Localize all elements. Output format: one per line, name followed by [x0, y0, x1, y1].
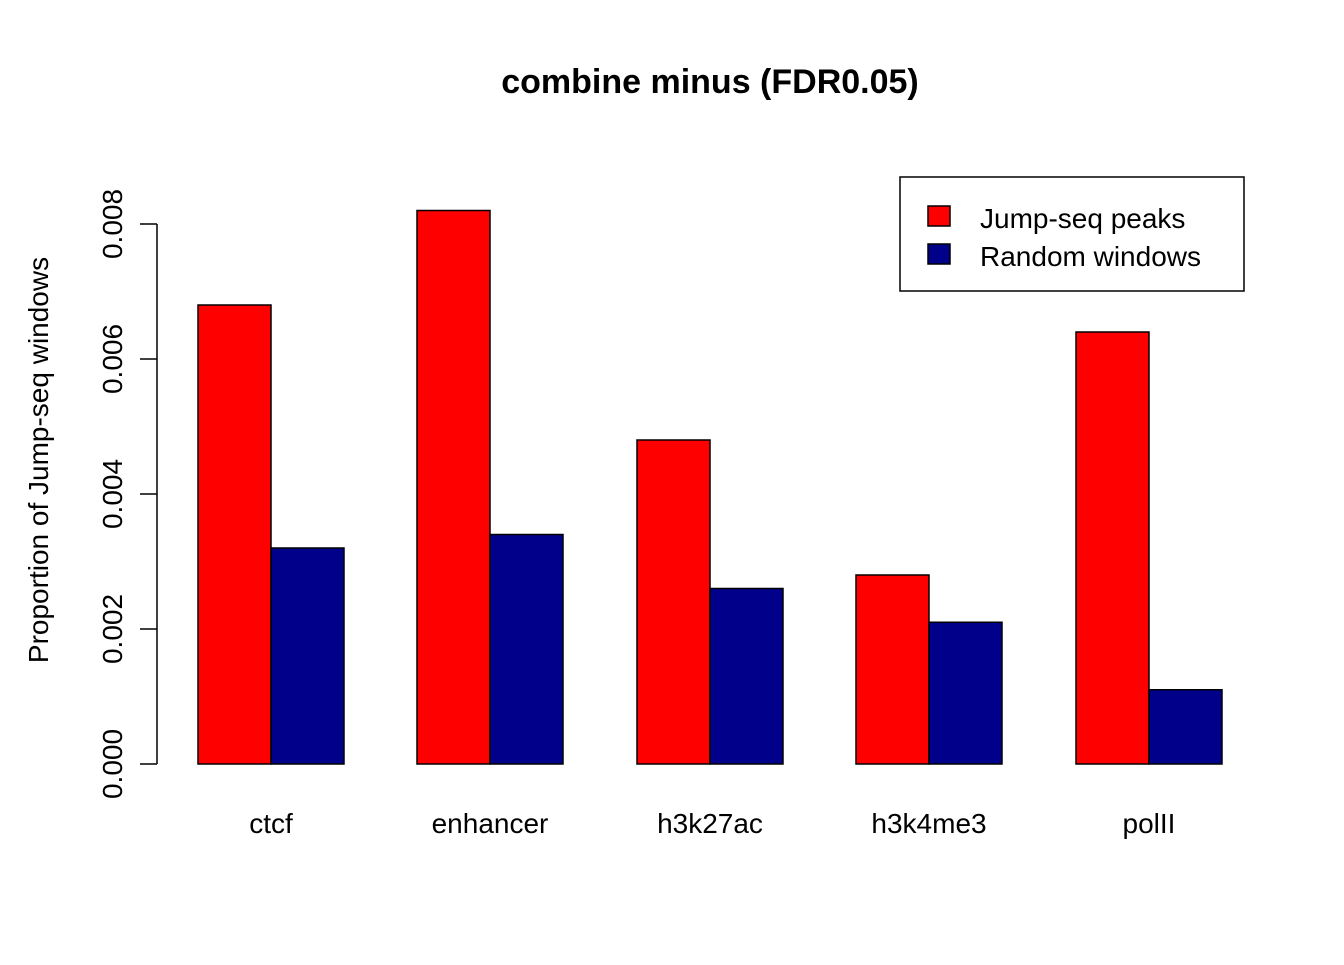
- y-tick-label: 0.008: [97, 189, 128, 259]
- y-tick-label: 0.000: [97, 729, 128, 799]
- bar-ctcf-jump-seq-peaks: [197, 304, 272, 765]
- x-tick-labels: ctcf enhancer h3k27ac h3k4me3 polII: [249, 808, 1175, 839]
- bar-enhancer-jump-seq-peaks: [416, 209, 491, 765]
- bar-polII-jump-seq-peaks: [1075, 331, 1150, 765]
- y-tick-label: 0.002: [97, 594, 128, 664]
- legend-swatch-jump-seq-peaks: [927, 205, 951, 227]
- x-tick-label: ctcf: [249, 808, 293, 839]
- chart-title: combine minus (FDR0.05): [501, 63, 919, 101]
- bars-group: [197, 209, 1223, 765]
- x-tick-label: h3k27ac: [657, 808, 763, 839]
- legend-swatch-random-windows: [927, 243, 951, 265]
- bar-enhancer-random-windows: [489, 533, 564, 765]
- y-axis-label: Proportion of Jump-seq windows: [23, 257, 54, 663]
- y-tick-label: 0.006: [97, 324, 128, 394]
- x-tick-label: h3k4me3: [871, 808, 986, 839]
- legend-frame: [899, 176, 1245, 292]
- bar-h3k4me3-jump-seq-peaks: [855, 574, 930, 765]
- bar-h3k27ac-random-windows: [709, 587, 784, 765]
- y-axis: 0.000 0.002 0.004 0.006 0.008: [97, 189, 158, 799]
- x-tick-label: enhancer: [432, 808, 549, 839]
- legend-label-jump-seq-peaks: Jump-seq peaks: [980, 203, 1185, 234]
- legend: Jump-seq peaks Random windows: [899, 176, 1245, 292]
- x-tick-label: polII: [1123, 808, 1176, 839]
- legend-label-random-windows: Random windows: [980, 241, 1201, 272]
- y-tick-label: 0.004: [97, 459, 128, 529]
- bar-polII-random-windows: [1148, 689, 1223, 765]
- bar-h3k4me3-random-windows: [928, 621, 1003, 765]
- bar-h3k27ac-jump-seq-peaks: [636, 439, 711, 765]
- bar-ctcf-random-windows: [270, 547, 345, 765]
